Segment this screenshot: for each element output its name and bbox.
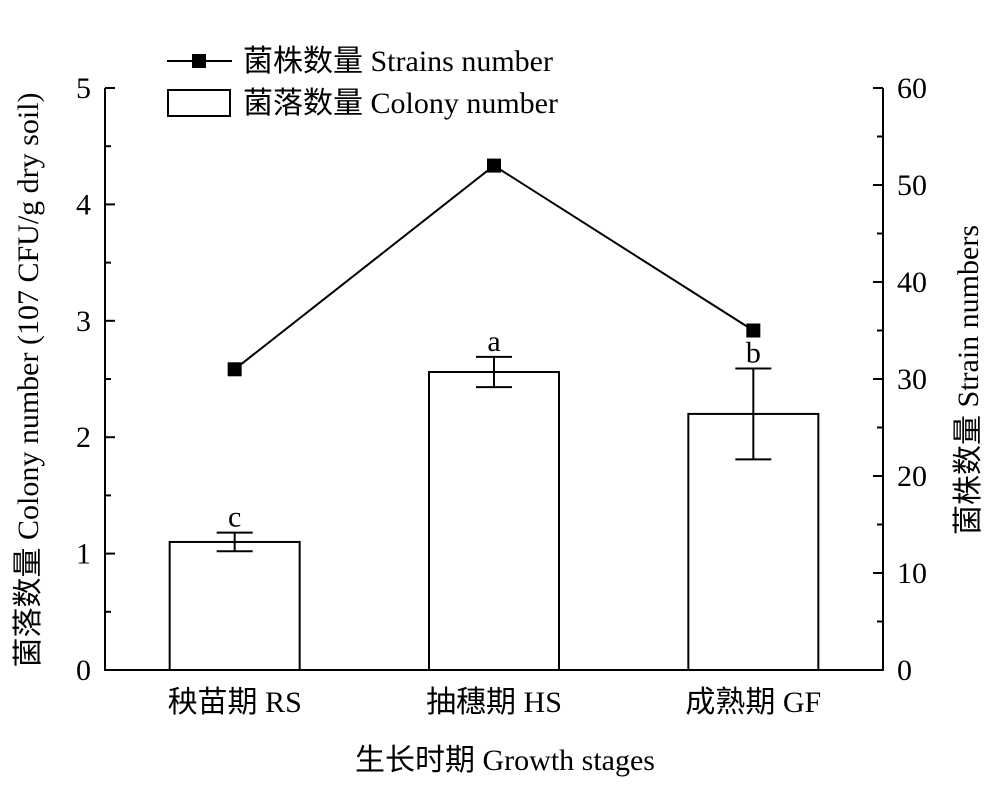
right-axis-ticks: 0 10 20 30 40 50 60: [873, 72, 927, 687]
y-axis-left-title: 菌落数量 Colony number (107 CFU/g dry soil): [12, 93, 45, 668]
legend-label-strains: 菌株数量 Strains number: [243, 45, 553, 78]
left-axis-ticks: 0 1 2 3 4 5: [76, 72, 115, 687]
significance-label: c: [228, 501, 241, 534]
x-tick-label: 成熟期 GF: [685, 686, 821, 719]
legend-bar-swatch: [167, 89, 231, 117]
y-axis-right-title: 菌株数量 Strain numbers: [952, 225, 985, 535]
left-tick-label: 4: [76, 188, 91, 221]
right-tick-label: 50: [897, 169, 927, 202]
left-tick-label: 3: [76, 305, 91, 338]
legend: 菌株数量 Strains number 菌落数量 Colony number: [167, 45, 558, 120]
strains-point: [487, 158, 501, 173]
right-tick-label: 10: [897, 557, 927, 590]
x-tick-label: 秧苗期 RS: [168, 686, 302, 719]
line-series: [227, 158, 761, 377]
significance-label: b: [746, 337, 761, 370]
right-tick-label: 30: [897, 363, 927, 396]
right-tick-label: 20: [897, 460, 927, 493]
bar: [168, 540, 301, 672]
left-tick-label: 5: [76, 72, 91, 105]
right-tick-label: 0: [897, 654, 912, 687]
legend-label-colony: 菌落数量 Colony number: [243, 87, 558, 120]
strains-point: [746, 323, 761, 338]
bar-series: c a b: [168, 325, 820, 672]
bar: [687, 412, 820, 671]
bar: [428, 371, 560, 671]
legend-item-strains: 菌株数量 Strains number: [167, 45, 553, 78]
significance-label: a: [487, 325, 500, 358]
legend-item-colony: 菌落数量 Colony number: [167, 87, 558, 120]
x-tick-label: 抽穗期 HS: [426, 686, 562, 719]
right-tick-label: 60: [897, 72, 927, 105]
right-tick-label: 40: [897, 266, 927, 299]
left-tick-label: 1: [76, 538, 91, 571]
x-axis-ticks: 秧苗期 RS 抽穗期 HS 成熟期 GF: [168, 686, 822, 719]
legend-square-marker-icon: [192, 54, 206, 68]
left-tick-label: 2: [76, 421, 91, 454]
left-tick-label: 0: [76, 654, 91, 687]
strains-point: [227, 362, 242, 377]
x-axis-title: 生长时期 Growth stages: [355, 744, 655, 777]
